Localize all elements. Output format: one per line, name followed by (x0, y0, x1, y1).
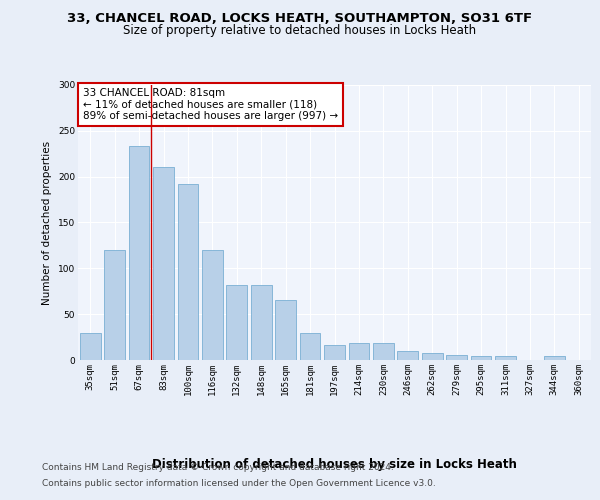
Bar (349, 342, 370, 360)
Y-axis label: Number of detached properties: Number of detached properties (43, 140, 52, 304)
Bar (226, 285, 247, 360)
Bar (80, 332, 101, 360)
Text: Size of property relative to detached houses in Locks Heath: Size of property relative to detached ho… (124, 24, 476, 37)
Text: Contains public sector information licensed under the Open Government Licence v3: Contains public sector information licen… (42, 478, 436, 488)
Text: 33, CHANCEL ROAD, LOCKS HEATH, SOUTHAMPTON, SO31 6TF: 33, CHANCEL ROAD, LOCKS HEATH, SOUTHAMPT… (67, 12, 533, 26)
X-axis label: Distribution of detached houses by size in Locks Heath: Distribution of detached houses by size … (152, 458, 517, 470)
Bar (104, 250, 125, 360)
Bar (251, 285, 272, 360)
Bar (153, 168, 174, 360)
Bar (324, 346, 345, 360)
Bar (202, 250, 223, 360)
Bar (178, 184, 199, 360)
Text: 33 CHANCEL ROAD: 81sqm
← 11% of detached houses are smaller (118)
89% of semi-de: 33 CHANCEL ROAD: 81sqm ← 11% of detached… (83, 88, 338, 121)
Bar (495, 356, 516, 360)
Text: Contains HM Land Registry data © Crown copyright and database right 2024.: Contains HM Land Registry data © Crown c… (42, 464, 394, 472)
Bar (422, 352, 443, 360)
Bar (544, 356, 565, 360)
Bar (128, 146, 149, 360)
Bar (470, 356, 491, 360)
Bar (275, 300, 296, 360)
Bar (446, 356, 467, 360)
Bar (373, 342, 394, 360)
Bar (299, 332, 320, 360)
Bar (397, 351, 418, 360)
